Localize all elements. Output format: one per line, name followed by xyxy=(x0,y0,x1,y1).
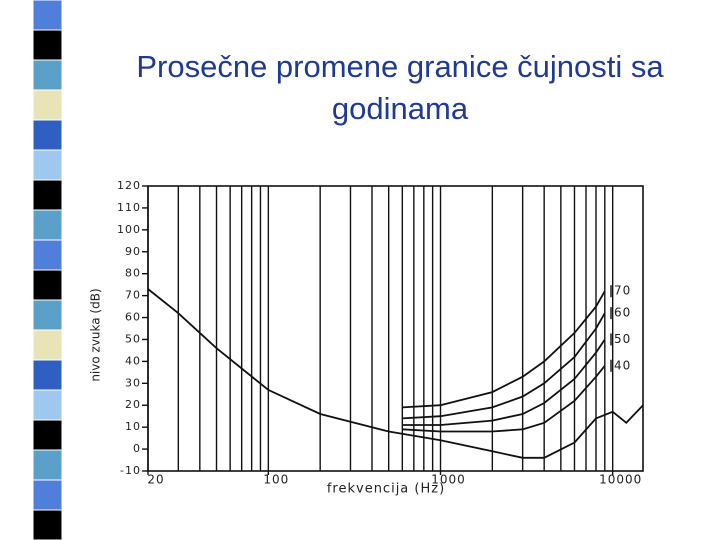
decor-square xyxy=(32,59,63,91)
curve xyxy=(402,338,606,426)
curve xyxy=(402,365,606,433)
chart-background xyxy=(55,175,650,497)
decor-square xyxy=(32,179,63,211)
decor-square xyxy=(32,479,63,511)
y-axis-label: nivo zvuka (dB) xyxy=(89,288,103,381)
decor-square xyxy=(32,149,63,181)
decor-square xyxy=(32,239,63,271)
slide-title: Prosečne promene granice čujnosti sa god… xyxy=(136,49,664,126)
curve xyxy=(402,290,606,409)
y-tick-label: 80 xyxy=(125,267,141,280)
decor-square xyxy=(32,269,63,301)
decor-square xyxy=(32,359,63,391)
y-tick-label: 40 xyxy=(125,354,141,367)
decor-square xyxy=(32,449,63,481)
decor-square xyxy=(32,329,63,361)
decor-square xyxy=(32,89,63,121)
y-tick-label: -10 xyxy=(120,464,141,477)
series-label: 70 xyxy=(614,284,631,298)
y-tick-label: 10 xyxy=(125,420,141,433)
y-tick-label: 70 xyxy=(125,289,141,302)
decor-square xyxy=(32,299,63,331)
x-tick-label: 10000 xyxy=(599,473,642,487)
y-tick-label: 120 xyxy=(117,179,141,192)
x-tick-label: 100 xyxy=(263,473,289,487)
plot-frame xyxy=(147,185,644,472)
decor-square xyxy=(32,29,63,61)
y-tick-label: 0 xyxy=(133,442,141,455)
decor-square xyxy=(32,119,63,151)
y-tick-label: 50 xyxy=(125,332,141,345)
series-label: 40 xyxy=(614,358,631,372)
curve xyxy=(402,312,606,420)
y-tick-label: 90 xyxy=(125,245,141,258)
y-tick-label: 110 xyxy=(117,201,141,214)
decor-square xyxy=(32,0,63,31)
decor-square xyxy=(32,209,63,241)
x-axis-label: frekvencija (Hz) xyxy=(327,482,445,497)
curve xyxy=(147,288,644,459)
x-tick-label: 20 xyxy=(147,473,164,487)
x-tick-label: 1000 xyxy=(431,473,466,487)
y-tick-label: 30 xyxy=(125,376,141,389)
y-tick-label: 20 xyxy=(125,398,141,411)
series-label: 60 xyxy=(614,306,631,320)
decor-square xyxy=(32,389,63,421)
y-tick-label: 100 xyxy=(117,223,141,236)
series-label: 50 xyxy=(614,332,631,346)
decor-square xyxy=(32,419,63,451)
decor-square xyxy=(32,509,63,540)
y-tick-label: 60 xyxy=(125,311,141,324)
